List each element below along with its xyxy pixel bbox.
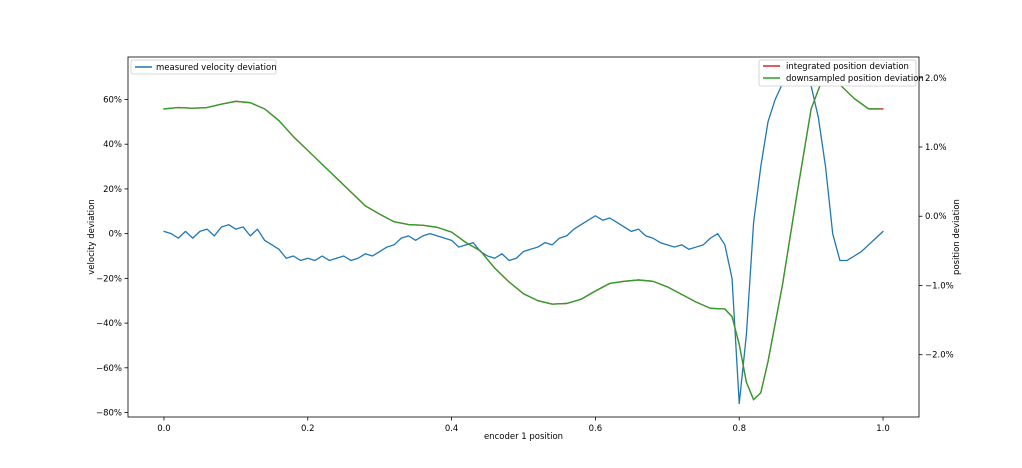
legend-left: measured velocity deviation xyxy=(130,59,277,75)
y2-tick-label: −2.0% xyxy=(925,351,954,361)
y-axis-left: 60% 40% 20% 0% −20% −40% −60% −80% xyxy=(96,95,128,419)
plot-frame xyxy=(127,56,920,418)
y2-tick-label: 0.0% xyxy=(925,212,947,222)
legend-label-integrated-position-deviation: integrated position deviation xyxy=(786,62,909,72)
legend-label-measured-velocity-deviation: measured velocity deviation xyxy=(156,63,277,73)
x-tick-label: 0.8 xyxy=(732,424,746,434)
series-line-downsampled-position-deviation xyxy=(163,70,881,401)
legend-right: integrated position deviation downsample… xyxy=(758,59,924,87)
x-axis-label: encoder 1 position xyxy=(484,432,563,442)
y2-axis-label: position deviation xyxy=(952,199,962,275)
y2-tick-label: 2.0% xyxy=(925,74,947,84)
legend-right-box xyxy=(758,59,917,87)
y-axis-right: 2.0% 1.0% 0.0% −1.0% −2.0% xyxy=(919,74,954,361)
x-axis: 0.0 0.2 0.4 0.6 0.8 1.0 xyxy=(157,417,890,434)
y-tick-label: −20% xyxy=(96,274,122,284)
legend-label-downsampled-position-deviation: downsampled position deviation xyxy=(786,74,924,84)
series-line-measured-velocity-deviation xyxy=(163,67,884,405)
y-tick-label: 40% xyxy=(103,140,122,150)
x-tick-label: 1.0 xyxy=(876,424,890,434)
x-tick-label: 0.4 xyxy=(445,424,459,434)
y-tick-label: −80% xyxy=(96,409,122,419)
y2-tick-label: −1.0% xyxy=(925,281,954,291)
y-tick-label: −40% xyxy=(96,319,122,329)
y-tick-label: 0% xyxy=(109,230,123,240)
y-tick-label: −60% xyxy=(96,364,122,374)
y-tick-label: 60% xyxy=(103,95,122,105)
x-tick-label: 0.0 xyxy=(157,424,171,434)
y-tick-label: 20% xyxy=(103,185,122,195)
series-layer xyxy=(163,67,884,405)
y-axis-label: velocity deviation xyxy=(87,199,97,274)
x-tick-label: 0.2 xyxy=(301,424,315,434)
x-tick-label: 0.6 xyxy=(589,424,603,434)
legend-left-box xyxy=(130,59,277,75)
y2-tick-label: 1.0% xyxy=(925,143,947,153)
